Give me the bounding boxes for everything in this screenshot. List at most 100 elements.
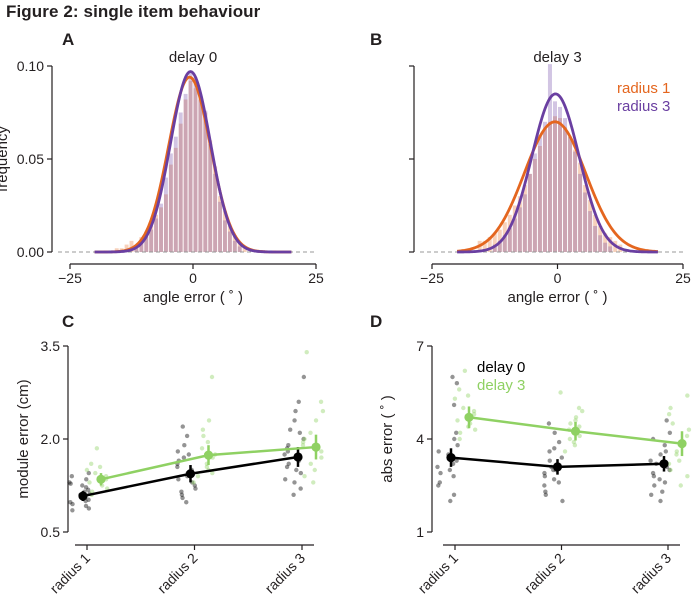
- panel-b-bar-1-15: [568, 136, 573, 252]
- panel-d-point-1-1-9: [572, 443, 578, 448]
- panel-d-point-0-2-6: [658, 452, 663, 457]
- panel-c-point-0-1-6: [180, 424, 185, 429]
- panel-d-point-1-2-12: [677, 458, 682, 463]
- panel-b-title: delay 3: [533, 49, 581, 66]
- panel-d-point-0-2-3: [651, 474, 657, 479]
- panel-d-point-1-1-0: [562, 449, 568, 454]
- panel-b-bar-1-10: [542, 121, 547, 252]
- panel-d-x-tick-label-2: radius 3: [628, 550, 675, 597]
- panel-b-bar-0-15: [552, 116, 557, 252]
- panel-a-bar-1-17: [218, 201, 223, 252]
- panel-b-bar-1-1: [497, 240, 502, 252]
- panel-d-point-1-1-7: [558, 390, 563, 395]
- panel-c-point-0-2-15: [283, 477, 288, 482]
- panel-d-point-0-0-12: [438, 470, 443, 476]
- panel-a-bar-0-10: [163, 194, 168, 252]
- panel-c-point-1-0-4: [84, 467, 90, 473]
- panel-c-point-1-0-5: [89, 461, 94, 466]
- panel-letter-c: C: [62, 312, 75, 331]
- panel-d-point-1-2-9: [668, 467, 673, 473]
- panel-c-point-0-1-13: [192, 483, 197, 488]
- panel-c-point-0-2-14: [297, 430, 303, 435]
- panel-a-bar-1-16: [213, 173, 218, 252]
- panel-c-point-0-2-10: [298, 470, 304, 476]
- panel-b-bar-0-7: [512, 205, 517, 252]
- panel-d-point-0-1-17: [551, 477, 557, 482]
- panel-c-mean-marker-1-2: [311, 442, 321, 452]
- panel-d-point-0-2-17: [657, 477, 662, 482]
- panel-c-point-1-1-1: [204, 464, 210, 470]
- panel-a-bar-0-8: [154, 214, 159, 252]
- panel-a-bar-1-6: [163, 177, 168, 252]
- panel-b-bar-0-21: [583, 185, 588, 252]
- panel-a-bar-0-21: [218, 196, 223, 252]
- panel-d-point-0-1-15: [552, 446, 557, 451]
- panel-b-bar-0-17: [563, 127, 568, 252]
- panel-d-point-1-0-6: [462, 368, 468, 373]
- panel-c-point-0-0-11: [80, 483, 85, 488]
- panel-d-point-1-0-10: [457, 430, 463, 435]
- panel-c-mean-marker-0-0: [78, 491, 88, 501]
- panel-c-point-0-2-18: [293, 408, 298, 414]
- panel-b-bar-0-1: [482, 240, 487, 252]
- panel-c-point-1-0-11: [97, 464, 103, 470]
- panel-a-bar-1-5: [159, 203, 163, 252]
- panel-a-bar-0-3: [129, 240, 134, 252]
- panel-c-point-0-2-4: [301, 436, 306, 442]
- panel-c-mean-marker-1-0: [96, 474, 106, 484]
- panel-a-bar-1-15: [208, 144, 213, 252]
- panel-b-bar-0-9: [522, 185, 527, 252]
- panel-b-bar-0-12: [537, 145, 542, 252]
- panel-b-legend-0: radius 1: [617, 80, 670, 97]
- panel-b-bar-1-23: [608, 246, 613, 252]
- panel-d-legend-0: delay 0: [477, 359, 525, 376]
- panel-b-bar-0-8: [517, 196, 522, 252]
- panel-c-point-0-0-9: [86, 506, 92, 511]
- panel-b-legend-1: radius 3: [617, 98, 670, 115]
- panel-a-bar-1-9: [178, 112, 183, 252]
- panel-d-point-0-1-11: [542, 483, 547, 488]
- panel-b-x-tick-label-0: −25: [420, 270, 444, 286]
- panel-b-x-label: angle error ( ˚ ): [507, 289, 607, 306]
- panel-c-point-1-2-12: [311, 480, 316, 485]
- panel-c-point-0-0-12: [70, 501, 75, 507]
- panel-a-bar-1-3: [149, 229, 154, 252]
- panel-d-point-0-0-8: [451, 402, 457, 408]
- panel-a-bar-0-9: [159, 207, 163, 252]
- panel-b-bar-0-24: [598, 225, 603, 252]
- panel-a-bar-1-2: [144, 237, 149, 252]
- panel-a-histogram: 0.00 0.05 0.10 −25 0 25 angle error ( ˚ ) frequ…: [0, 49, 324, 306]
- panel-b-bar-0-3: [492, 233, 497, 252]
- panel-b-bar-1-7: [527, 173, 532, 252]
- panel-b-bar-0-19: [573, 149, 578, 252]
- panel-c-point-0-0-14: [68, 481, 73, 486]
- panel-c-point-0-2-17: [291, 492, 296, 497]
- panel-b-bar-0-25: [603, 233, 608, 252]
- panel-b-bar-1-12: [552, 101, 557, 252]
- panel-d-point-1-1-5: [573, 415, 579, 420]
- panel-d-point-0-1-12: [542, 474, 548, 479]
- panel-b-x-tick-label-2: 25: [675, 270, 691, 286]
- panel-c-point-0-0-7: [85, 487, 91, 493]
- panel-d-point-0-2-13: [650, 470, 656, 476]
- panel-d-mean-marker-0-0: [446, 453, 456, 463]
- panel-a-bar-0-11: [168, 164, 173, 252]
- panel-a-bar-0-14: [183, 99, 188, 252]
- panel-a-bar-0-19: [208, 140, 213, 252]
- panel-b-bar-1-3: [507, 227, 512, 252]
- panel-b-bar-1-14: [563, 118, 568, 252]
- panel-d-mean-marker-1-0: [464, 412, 474, 422]
- panel-b-bar-0-20: [578, 162, 583, 252]
- panel-a-bar-1-21: [237, 246, 242, 252]
- panel-b-bar-1-18: [583, 192, 588, 252]
- panel-c-point-0-0-16: [69, 474, 75, 479]
- panel-c-point-0-1-1: [176, 477, 181, 482]
- panel-d-point-0-2-1: [660, 489, 665, 494]
- panel-b-bar-1-4: [512, 218, 517, 252]
- panel-d-point-1-1-6: [576, 405, 582, 411]
- panel-d-y-tick-label-2: 7: [416, 338, 424, 354]
- panel-a-bar-0-0: [114, 248, 119, 252]
- panel-d-point-0-0-2: [451, 474, 456, 479]
- panel-b-bar-0-26: [608, 237, 613, 252]
- panel-b-bar-1-11: [547, 64, 552, 252]
